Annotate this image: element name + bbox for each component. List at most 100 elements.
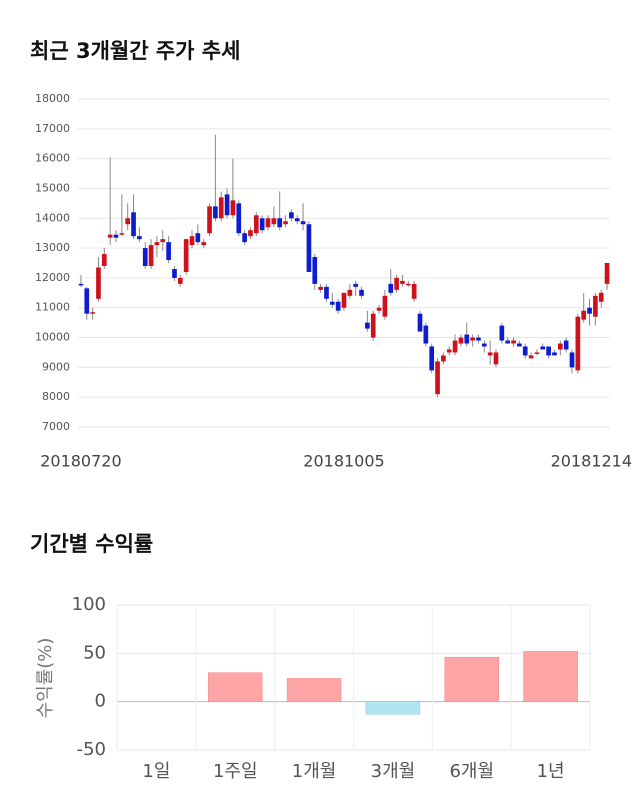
candle-body	[324, 286, 329, 299]
candle-body	[423, 325, 429, 344]
candle-body	[400, 280, 405, 284]
candle-body	[137, 236, 142, 240]
candle-body	[107, 234, 113, 238]
candle-body	[96, 267, 101, 299]
candle-body	[160, 239, 166, 243]
candle-body	[218, 197, 224, 219]
candle-body	[575, 316, 581, 371]
candle-body	[236, 203, 242, 234]
y-tick-label: 14000	[35, 211, 70, 224]
candle-body	[563, 340, 569, 350]
candle-body	[253, 215, 259, 234]
candle-body	[230, 200, 236, 216]
candle-body	[201, 242, 207, 246]
candle-body	[528, 355, 534, 359]
candle-body	[306, 224, 312, 272]
candle-body	[119, 233, 125, 235]
candle-body	[207, 206, 212, 234]
candle-body	[353, 283, 359, 287]
candle-body	[464, 334, 470, 344]
y-tick-label: 16000	[35, 152, 70, 165]
x-tick-label: 20181214	[551, 452, 632, 471]
y-tick-label: 100	[72, 594, 106, 615]
candle-body	[283, 221, 288, 225]
candle-body	[289, 212, 294, 219]
x-tick-label: 20180720	[40, 452, 121, 471]
candle-body	[476, 337, 481, 341]
candle-body	[552, 352, 557, 356]
candle-body	[598, 292, 604, 302]
candle-body	[517, 343, 522, 347]
candle-body	[166, 242, 171, 261]
candle-body	[359, 289, 364, 296]
candle-body	[329, 301, 335, 305]
candle-body	[458, 337, 464, 344]
candle-body	[195, 233, 201, 243]
candle-body	[172, 268, 177, 278]
candle-body	[312, 257, 318, 284]
candle-body	[189, 236, 195, 246]
candle-body	[493, 352, 499, 365]
candle-body	[148, 245, 154, 266]
candle-body	[593, 295, 598, 317]
candle-body	[125, 218, 131, 225]
candle-body	[540, 346, 546, 350]
candle-body	[318, 286, 323, 290]
candle-body	[142, 248, 148, 266]
candle-body	[365, 322, 370, 329]
candle-body	[569, 352, 575, 368]
candle-body	[84, 288, 90, 314]
candle-body	[213, 206, 218, 219]
candle-body	[388, 283, 394, 293]
candle-body	[435, 361, 440, 395]
bar	[286, 678, 342, 702]
bar	[208, 672, 263, 702]
y-tick-label: 9000	[42, 360, 70, 373]
y-axis-label: 수익률(%)	[35, 638, 56, 719]
y-tick-label: -50	[77, 739, 106, 760]
x-tick-label: 6개월	[449, 761, 494, 782]
candle-body	[300, 221, 306, 225]
candle-body	[277, 218, 283, 228]
candle-body	[441, 355, 446, 362]
candle-body	[382, 295, 388, 317]
candle-body	[265, 218, 271, 228]
candle-body	[587, 307, 592, 314]
bar	[523, 651, 578, 702]
candle-body	[347, 289, 353, 296]
y-tick-label: 15000	[35, 181, 70, 194]
candle-body	[90, 312, 95, 314]
chart-title: 최근 3개월간 주가 추세	[30, 39, 240, 63]
candle-body	[446, 349, 452, 353]
candle-body	[131, 212, 136, 237]
candle-body	[154, 242, 160, 246]
candle-body	[511, 340, 516, 344]
bar	[365, 701, 421, 715]
x-tick-label: 1년	[537, 761, 565, 782]
candle-body	[177, 277, 183, 284]
candle-body	[183, 239, 189, 272]
candle-body	[470, 337, 475, 341]
candle-body	[376, 307, 382, 311]
candle-body	[259, 218, 265, 231]
candle-body	[405, 283, 411, 286]
candle-body	[341, 292, 347, 308]
y-tick-label: 11000	[35, 301, 70, 314]
candle-body	[370, 313, 376, 338]
y-tick-label: 10000	[35, 331, 70, 344]
candle-body	[604, 263, 610, 284]
candle-body	[294, 218, 300, 222]
chart-title: 기간별 수익률	[30, 532, 153, 556]
candle-body	[242, 233, 247, 243]
candle-body	[452, 340, 458, 353]
candle-body	[417, 313, 423, 332]
y-tick-label: 17000	[35, 122, 70, 135]
y-tick-label: 12000	[35, 271, 70, 284]
candle-body	[271, 218, 277, 225]
x-tick-label: 1개월	[292, 761, 337, 782]
candle-body	[557, 343, 563, 350]
candle-body	[581, 310, 587, 320]
candle-body	[499, 325, 505, 341]
candle-body	[487, 352, 493, 356]
